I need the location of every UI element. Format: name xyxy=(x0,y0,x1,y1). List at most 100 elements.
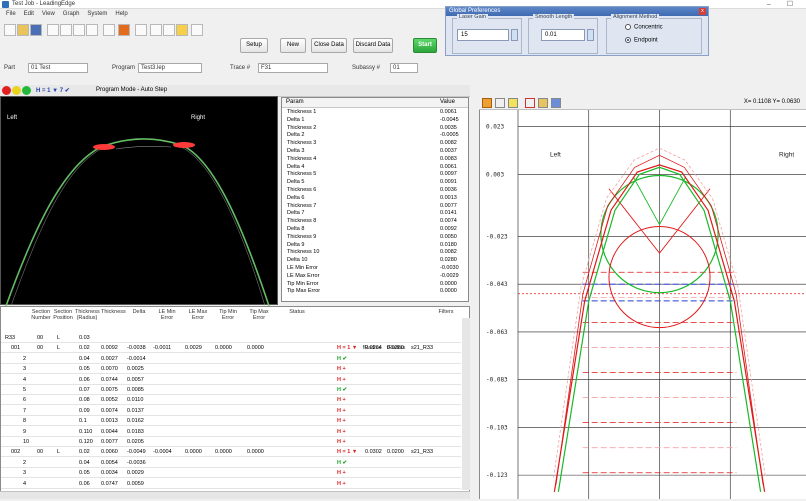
discard-data-button[interactable]: Discard Data xyxy=(353,38,393,53)
crosshair-icon[interactable] xyxy=(525,98,535,108)
pan-icon[interactable] xyxy=(495,98,505,108)
key-icon[interactable] xyxy=(163,24,175,36)
table-row[interactable]: 4 0.06 0.0747 0.0059 H + xyxy=(1,479,461,489)
close-data-button[interactable]: Close Data xyxy=(311,38,347,53)
subassy-field[interactable]: 01 xyxy=(390,63,418,73)
param-row[interactable]: Delta 3 0.0037 xyxy=(282,148,468,155)
new-file-icon[interactable] xyxy=(4,24,16,36)
menu-file[interactable]: File xyxy=(6,11,16,17)
param-row[interactable]: Thickness 6 0.0036 xyxy=(282,187,468,194)
param-column-header[interactable]: Param xyxy=(282,98,437,108)
radio-concentric[interactable]: Concentric xyxy=(625,24,663,31)
param-row[interactable]: Delta 9 0.0180 xyxy=(282,242,468,249)
table-row[interactable]: 002 00 L 0.02 0.0060 -0.0049 -0.0004 0.0000 0.00… xyxy=(1,447,461,458)
radio-endpoint[interactable]: Endpoint xyxy=(625,37,658,44)
param-row[interactable]: Delta 6 0.0013 xyxy=(282,195,468,202)
grid-header[interactable]: Thickness (Radius) xyxy=(75,309,100,321)
smooth-length-input[interactable]: 0.01 xyxy=(541,29,585,41)
cut-icon[interactable] xyxy=(60,24,72,36)
param-row[interactable]: Delta 10 0.0280 xyxy=(282,257,468,264)
section-grid[interactable]: Section Number Section Position Thickness … xyxy=(0,306,470,499)
param-row[interactable]: Thickness 7 0.0077 xyxy=(282,203,468,210)
param-row[interactable]: Delta 8 0.0092 xyxy=(282,226,468,233)
grid-header[interactable]: Filters xyxy=(438,309,454,315)
menu-graph[interactable]: Graph xyxy=(62,11,80,17)
param-row[interactable]: Tip Min Error 0.0000 xyxy=(282,281,468,288)
param-row[interactable]: Delta 4 0.0061 xyxy=(282,164,468,171)
param-row[interactable]: Thickness 1 0.0061 xyxy=(282,109,468,116)
menu-view[interactable]: View xyxy=(41,11,55,17)
menu-system[interactable]: System xyxy=(87,11,108,17)
measure-icon[interactable] xyxy=(508,98,518,108)
setup-button[interactable]: Setup xyxy=(240,38,268,53)
param-row[interactable]: Thickness 4 0.0083 xyxy=(282,156,468,163)
window-controls[interactable]: – ☐ xyxy=(766,1,800,8)
table-row[interactable]: 7 0.09 0.0074 0.0137 H + xyxy=(1,406,461,416)
grid-header[interactable]: Section Position xyxy=(53,309,73,321)
table-row[interactable]: R33 00 L 0.03 xyxy=(1,333,461,343)
grid-header[interactable]: Thickness xyxy=(101,309,126,315)
settings-icon[interactable] xyxy=(551,98,561,108)
print-icon[interactable] xyxy=(103,24,115,36)
param-row[interactable]: Delta 2 -0.0005 xyxy=(282,132,468,139)
table-row[interactable]: 3 0.05 0.0070 0.0025 H + xyxy=(1,364,461,375)
save-icon[interactable] xyxy=(30,24,42,36)
program-field[interactable]: Test3.lep xyxy=(138,63,202,73)
param-row[interactable]: Delta 5 0.0091 xyxy=(282,179,468,186)
param-row[interactable]: Delta 7 0.0141 xyxy=(282,210,468,217)
menu-edit[interactable]: Edit xyxy=(23,11,34,17)
param-row[interactable]: Thickness 9 0.0050 xyxy=(282,234,468,241)
grid-header[interactable]: Delta xyxy=(132,309,146,315)
table-row[interactable]: 8 0.1 0.0013 0.0162 H + xyxy=(1,416,461,427)
grid-header[interactable]: LE Min Error xyxy=(158,309,176,321)
value-column-header[interactable]: Value xyxy=(437,98,468,108)
config-icon[interactable] xyxy=(47,24,59,36)
profile-plot[interactable]: 0.023 0.003 -0.023 -0.043 -0.063 -0.083 -0.103… xyxy=(479,110,806,499)
param-row[interactable]: Thickness 3 0.0082 xyxy=(282,140,468,147)
close-icon[interactable]: x xyxy=(699,8,706,15)
open-folder-icon[interactable] xyxy=(17,24,29,36)
menu-help[interactable]: Help xyxy=(115,11,128,17)
param-row[interactable]: Thickness 5 0.0097 xyxy=(282,171,468,178)
table-row[interactable]: 4 0.06 0.0744 0.0057 H + xyxy=(1,375,461,385)
grid-horizontal-scrollbar[interactable] xyxy=(0,491,470,499)
table-row[interactable]: 2 0.04 0.0054 -0.0036 H ✔ xyxy=(1,458,461,468)
new-button[interactable]: New xyxy=(280,38,306,53)
start-button[interactable]: Start xyxy=(413,38,437,53)
param-row[interactable]: LE Max Error -0.0029 xyxy=(282,273,468,280)
grid-vertical-scrollbar[interactable] xyxy=(462,318,470,490)
param-row[interactable]: LE Min Error -0.0030 xyxy=(282,265,468,272)
grid-header[interactable]: Tip Max Error xyxy=(249,309,269,321)
param-row[interactable]: Tip Max Error 0.0000 xyxy=(282,288,468,295)
smooth-length-spinner[interactable] xyxy=(587,29,594,41)
table-row[interactable]: 10 0.120 0.0077 0.0205 H + xyxy=(1,437,461,447)
table-row[interactable]: 9 0.110 0.0044 0.0183 H + xyxy=(1,427,461,437)
param-list[interactable]: Param Value Thickness 1 0.0061 Delta 1 -0.0… xyxy=(281,97,469,302)
param-row[interactable]: Thickness 8 0.0074 xyxy=(282,218,468,225)
part-field[interactable]: 01 Test xyxy=(28,63,88,73)
fit-icon[interactable] xyxy=(538,98,548,108)
help-icon[interactable] xyxy=(176,24,188,36)
param-row[interactable]: Thickness 10 0.0082 xyxy=(282,249,468,256)
table-row[interactable]: 001 00 L 0.02 0.0092 -0.0038 -0.0011 0.0029 0.00… xyxy=(1,343,461,354)
table-row[interactable]: 6 0.08 0.0052 0.0110 H + xyxy=(1,395,461,406)
grid-icon[interactable] xyxy=(150,24,162,36)
grid-header[interactable]: LE Max Error xyxy=(188,309,208,321)
param-row[interactable]: Delta 1 -0.0045 xyxy=(282,117,468,124)
context-help-icon[interactable] xyxy=(191,24,203,36)
trace-field[interactable]: F31 xyxy=(258,63,328,73)
scan-view[interactable]: Left Right xyxy=(0,96,278,306)
copy-icon[interactable] xyxy=(73,24,85,36)
grid-header[interactable]: Status xyxy=(289,309,305,315)
table-row[interactable]: 3 0.05 0.0034 0.0029 H + xyxy=(1,468,461,479)
grid-header[interactable]: Section Number xyxy=(31,309,51,321)
param-row[interactable]: Thickness 2 0.0035 xyxy=(282,125,468,132)
laser-gain-spinner[interactable] xyxy=(511,29,518,41)
table-row[interactable]: 5 0.07 0.0075 0.0085 H ✔ xyxy=(1,385,461,395)
target-icon[interactable] xyxy=(135,24,147,36)
zoom-icon[interactable] xyxy=(482,98,492,108)
paste-icon[interactable] xyxy=(86,24,98,36)
table-row[interactable]: 2 0.04 0.0027 -0.0014 H ✔ xyxy=(1,354,461,364)
grid-header[interactable]: Tip Min Error xyxy=(219,309,237,321)
camera-icon[interactable] xyxy=(118,24,130,36)
